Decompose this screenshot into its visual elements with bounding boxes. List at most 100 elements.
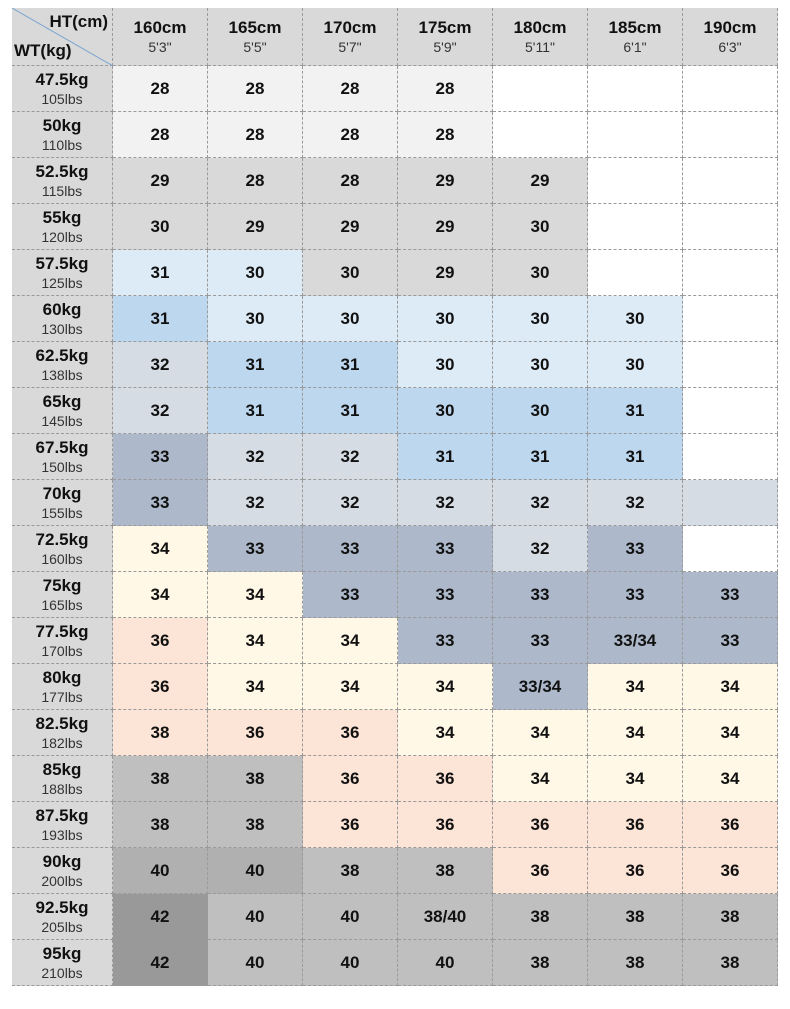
size-value: 32 <box>340 446 360 466</box>
weight-kg: 82.5kg <box>35 714 89 733</box>
weight-lbs: 182lbs <box>41 735 83 751</box>
size-value: 33 <box>435 538 455 558</box>
size-cell: 28 <box>398 112 493 158</box>
size-value: 33 <box>530 630 550 650</box>
size-value: 31 <box>245 400 265 420</box>
size-value: 28 <box>150 78 170 98</box>
size-cell: 30 <box>113 204 208 250</box>
height-cm: 185cm <box>608 18 662 37</box>
row-header: 82.5kg 182lbs <box>12 710 113 756</box>
size-cell: 40 <box>208 940 303 986</box>
weight-kg: 80kg <box>42 668 82 687</box>
size-cell: 36 <box>113 618 208 664</box>
size-value: 34 <box>720 676 740 696</box>
size-value: 40 <box>150 860 170 880</box>
weight-kg: 65kg <box>42 392 82 411</box>
size-value: 30 <box>340 308 360 328</box>
size-value: 32 <box>340 492 360 512</box>
size-value: 33/34 <box>613 630 657 650</box>
size-value: 38 <box>150 768 170 788</box>
size-cell: 34 <box>208 664 303 710</box>
size-value: 36 <box>150 630 170 650</box>
size-cell: 31 <box>113 296 208 342</box>
size-value: 34 <box>245 676 265 696</box>
size-cell <box>683 388 778 434</box>
weight-kg: 55kg <box>42 208 82 227</box>
weight-kg: 90kg <box>42 852 82 871</box>
size-cell <box>683 66 778 112</box>
size-value: 28 <box>150 124 170 144</box>
size-value: 29 <box>150 170 170 190</box>
column-header: 160cm 5'3" <box>113 8 208 66</box>
size-value: 32 <box>150 400 170 420</box>
weight-lbs: 120lbs <box>41 229 83 245</box>
size-value: 36 <box>625 814 645 834</box>
size-cell <box>588 112 683 158</box>
row-header: 50kg 110lbs <box>12 112 113 158</box>
size-cell: 40 <box>208 848 303 894</box>
size-cell: 28 <box>208 112 303 158</box>
weight-lbs: 125lbs <box>41 275 83 291</box>
size-cell: 34 <box>683 756 778 802</box>
weight-kg: 75kg <box>42 576 82 595</box>
size-value: 28 <box>435 78 455 98</box>
size-cell: 34 <box>398 710 493 756</box>
size-cell: 28 <box>303 112 398 158</box>
weight-label: WT(kg) <box>14 41 72 60</box>
size-cell: 32 <box>493 480 588 526</box>
size-cell: 34 <box>208 618 303 664</box>
size-value: 36 <box>720 860 740 880</box>
size-value: 33 <box>435 630 455 650</box>
size-cell: 33 <box>683 618 778 664</box>
size-cell: 38 <box>588 894 683 940</box>
size-cell: 33 <box>588 572 683 618</box>
size-value: 42 <box>150 952 170 972</box>
size-cell: 31 <box>588 388 683 434</box>
size-cell: 28 <box>113 66 208 112</box>
size-value: 31 <box>625 446 645 466</box>
size-cell: 36 <box>493 848 588 894</box>
weight-lbs: 160lbs <box>41 551 83 567</box>
size-cell: 31 <box>303 388 398 434</box>
size-value: 34 <box>530 768 550 788</box>
size-cell: 32 <box>398 480 493 526</box>
size-value: 29 <box>340 216 360 236</box>
size-cell <box>683 296 778 342</box>
size-value: 36 <box>340 814 360 834</box>
size-cell: 36 <box>208 710 303 756</box>
size-value: 33 <box>435 584 455 604</box>
size-cell: 30 <box>493 204 588 250</box>
size-value: 30 <box>435 308 455 328</box>
size-cell: 36 <box>113 664 208 710</box>
row-header: 90kg 200lbs <box>12 848 113 894</box>
size-cell: 36 <box>683 848 778 894</box>
size-value: 33 <box>530 584 550 604</box>
size-cell: 33 <box>303 572 398 618</box>
row-header: 62.5kg 138lbs <box>12 342 113 388</box>
size-cell: 42 <box>113 894 208 940</box>
size-value: 34 <box>245 584 265 604</box>
size-cell: 31 <box>398 434 493 480</box>
size-value: 30 <box>530 308 550 328</box>
size-value: 38 <box>625 906 645 926</box>
size-value: 34 <box>340 676 360 696</box>
size-value: 38 <box>530 952 550 972</box>
size-cell: 34 <box>398 664 493 710</box>
size-value: 34 <box>340 630 360 650</box>
size-value: 33 <box>340 584 360 604</box>
size-value: 42 <box>150 906 170 926</box>
size-value: 30 <box>530 262 550 282</box>
column-header: 185cm 6'1" <box>588 8 683 66</box>
size-cell: 34 <box>683 710 778 756</box>
weight-kg: 67.5kg <box>35 438 89 457</box>
size-cell: 28 <box>303 158 398 204</box>
size-cell: 31 <box>588 434 683 480</box>
size-value: 32 <box>245 446 265 466</box>
size-value: 30 <box>625 308 645 328</box>
size-value: 40 <box>340 952 360 972</box>
size-cell: 30 <box>398 342 493 388</box>
size-value: 33 <box>720 584 740 604</box>
size-cell: 32 <box>303 480 398 526</box>
size-cell: 30 <box>493 296 588 342</box>
size-cell: 33 <box>398 572 493 618</box>
